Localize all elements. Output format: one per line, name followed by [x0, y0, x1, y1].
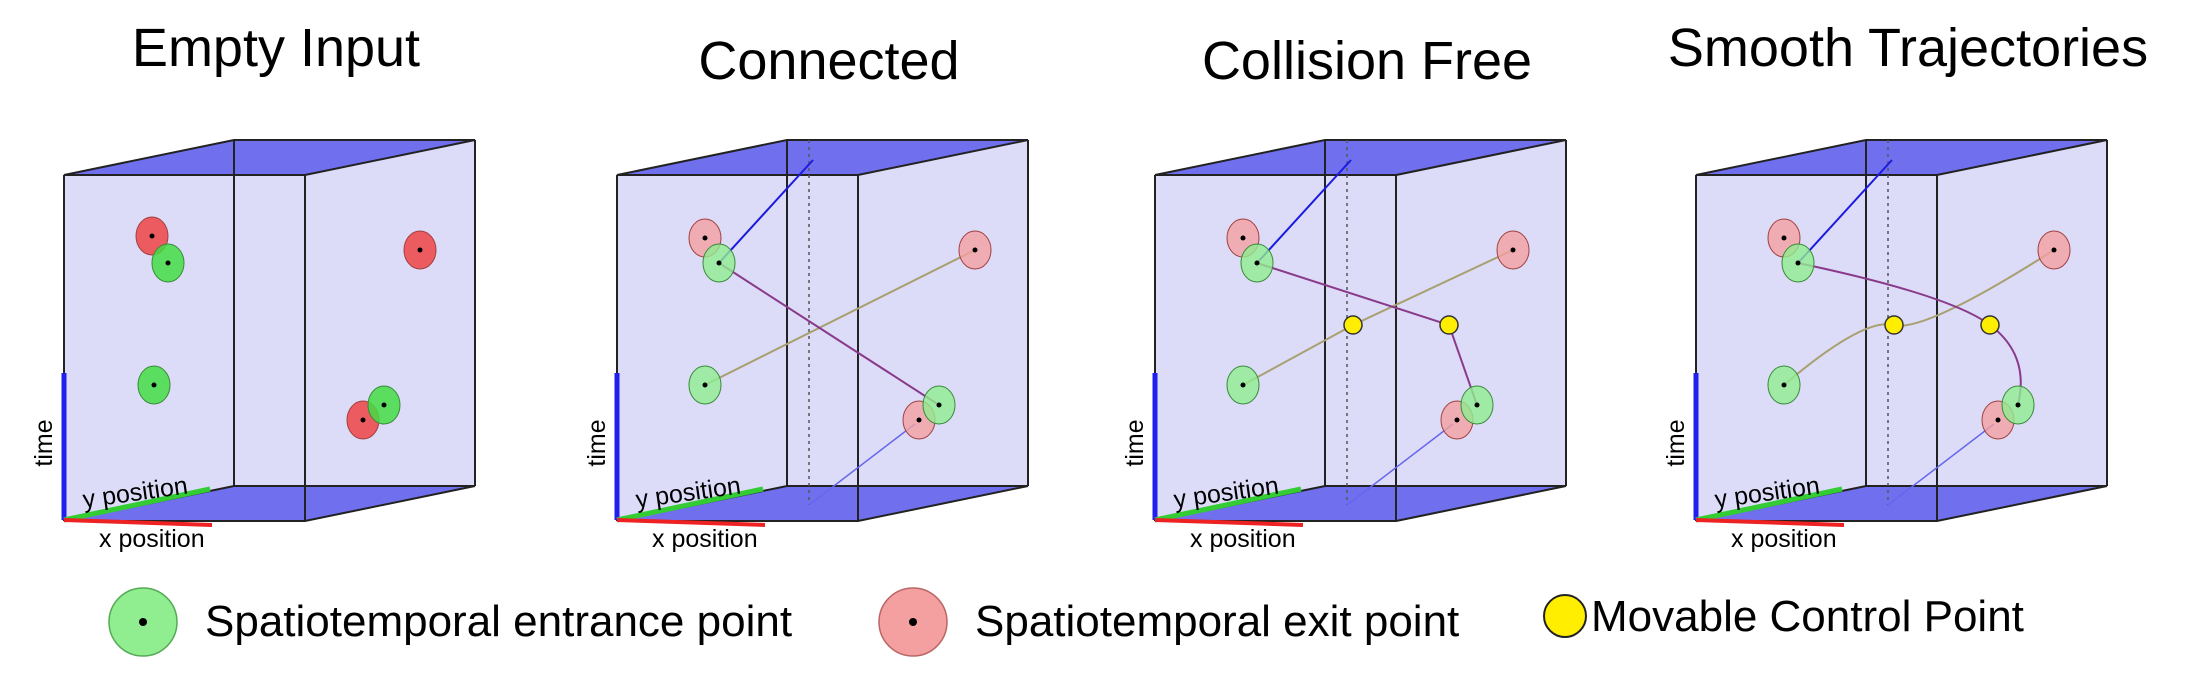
- x-axis-line: [616, 518, 766, 527]
- exit-point-dot: [1240, 235, 1246, 241]
- time-axis-label: time: [1121, 419, 1149, 466]
- panel-title: Collision Free: [1202, 31, 1532, 91]
- box-front-face: [1696, 175, 1937, 521]
- exit-point-dot: [2051, 247, 2057, 253]
- trajectory-curve: [1797, 262, 2022, 406]
- legend-exit-dot: [909, 618, 917, 626]
- y-axis-line: [1154, 486, 1302, 523]
- trajectory-projection: [808, 423, 916, 506]
- entrance-point-dot: [1795, 260, 1801, 266]
- entrance-point-dot: [1240, 382, 1246, 388]
- trajectory-projection: [1256, 159, 1352, 264]
- x-axis-line: [1695, 518, 1845, 527]
- trajectory-projection: [1346, 423, 1454, 506]
- exit-point-dot: [360, 417, 366, 423]
- exit-point-dot: [1995, 417, 2001, 423]
- box-right-face: [1937, 140, 2107, 521]
- box-front-face: [617, 175, 858, 521]
- trajectory-projection: [1887, 423, 1995, 506]
- y-axis-line: [616, 486, 764, 523]
- exit-point-dot: [916, 417, 922, 423]
- x-axis-label: x position: [1731, 525, 1837, 553]
- entrance-point-dot: [1781, 382, 1787, 388]
- entrance-point-dot: [2015, 402, 2021, 408]
- time-axis-label: time: [1662, 419, 1690, 466]
- x-axis-label: x position: [1190, 525, 1296, 553]
- time-axis-label: time: [30, 419, 58, 466]
- legend-entrance-item: Spatiotemporal entrance point: [108, 587, 792, 657]
- legend-exit-item: Spatiotemporal exit point: [878, 587, 1459, 657]
- panel-title: Connected: [698, 31, 959, 91]
- legend-exit-label: Spatiotemporal exit point: [975, 597, 1459, 646]
- exit-point-dot: [417, 247, 423, 253]
- x-axis-label: x position: [99, 525, 205, 553]
- control-point: [1439, 315, 1459, 335]
- trajectory-line: [704, 249, 976, 386]
- control-point: [1343, 315, 1363, 335]
- exit-point-dot: [1781, 235, 1787, 241]
- panel-title: Empty Input: [132, 18, 420, 78]
- panel-title: Smooth Trajectories: [1668, 18, 2148, 78]
- entrance-point-dot: [151, 382, 157, 388]
- legend-control-label: Movable Control Point: [1591, 592, 2024, 641]
- box-right-face: [858, 140, 1028, 521]
- entrance-point-dot: [165, 260, 171, 266]
- legend-entrance-label: Spatiotemporal entrance point: [205, 597, 792, 646]
- exit-point-dot: [702, 235, 708, 241]
- y-axis-line: [1695, 486, 1843, 523]
- x-axis-line: [1154, 518, 1304, 527]
- entrance-point-dot: [716, 260, 722, 266]
- exit-point-dot: [1510, 247, 1516, 253]
- exit-point-dot: [1454, 417, 1460, 423]
- legend-entrance-dot: [139, 618, 147, 626]
- entrance-point-dot: [702, 382, 708, 388]
- box-front-face: [1155, 175, 1396, 521]
- legend: Spatiotemporal entrance point Spatiotemp…: [108, 587, 2024, 657]
- legend-control-marker: [1543, 594, 1587, 638]
- trajectory-line: [718, 262, 940, 406]
- trajectory-projection: [1797, 159, 1893, 264]
- time-axis-label: time: [583, 419, 611, 466]
- exit-point-dot: [972, 247, 978, 253]
- x-axis-line: [63, 518, 213, 527]
- entrance-point-dot: [936, 402, 942, 408]
- legend-control-item: Movable Control Point: [1543, 592, 2024, 641]
- y-axis-line: [63, 486, 211, 523]
- trajectory-projection: [718, 159, 814, 264]
- box-right-face: [305, 140, 475, 521]
- box-right-face: [1396, 140, 1566, 521]
- entrance-point-dot: [1474, 402, 1480, 408]
- x-axis-label: x position: [652, 525, 758, 553]
- exit-point-dot: [149, 233, 155, 239]
- control-point: [1884, 315, 1904, 335]
- entrance-point-dot: [381, 402, 387, 408]
- control-point: [1980, 315, 2000, 335]
- box-front-face: [64, 175, 305, 521]
- entrance-point-dot: [1254, 260, 1260, 266]
